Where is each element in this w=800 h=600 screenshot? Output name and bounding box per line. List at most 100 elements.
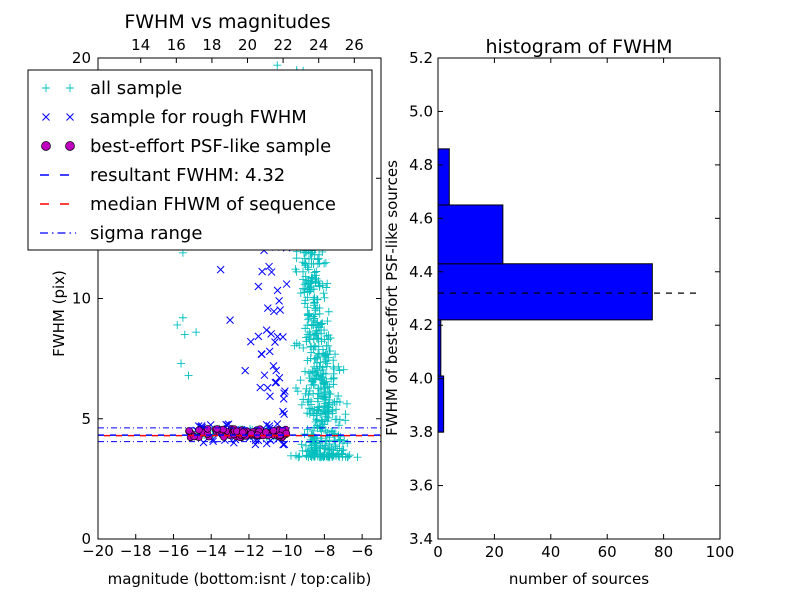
x-marker (42, 113, 50, 121)
plus-marker (332, 397, 341, 406)
plus-marker (314, 323, 323, 332)
plus-marker (325, 395, 334, 404)
top-x-tick-label: 24 (309, 36, 328, 54)
plus-marker (307, 348, 316, 357)
x-marker (281, 387, 289, 395)
plus-marker (313, 353, 322, 362)
plus-marker (315, 350, 324, 359)
x-tick-label: −18 (120, 542, 152, 560)
y-tick-label: 5.2 (409, 49, 433, 67)
plus-marker (304, 315, 313, 324)
plus-marker (314, 342, 323, 351)
plus-marker (319, 352, 328, 361)
plus-marker (299, 395, 308, 404)
y-tick-label: 3.4 (409, 530, 433, 548)
plus-marker (299, 343, 308, 352)
legend-entry: sample for rough FWHM (42, 107, 307, 128)
x-tick-label: −10 (271, 542, 303, 560)
histogram-bar (437, 375, 445, 433)
plus-marker (319, 289, 328, 298)
x-tick-label: 0 (433, 543, 443, 561)
plus-marker (328, 400, 337, 409)
y-tick-label: 5.0 (409, 102, 433, 120)
y-tick-label: 4.8 (409, 156, 433, 174)
x-marker (265, 347, 274, 356)
legend-label: best-effort PSF-like sample (90, 136, 331, 157)
x-marker (257, 350, 266, 359)
plus-marker (292, 451, 301, 460)
left-y-axis-label: FWHM (pix) (50, 270, 68, 357)
x-marker (263, 383, 272, 392)
plus-marker (353, 453, 362, 462)
x-marker (275, 373, 284, 382)
y-tick-label: 0 (81, 530, 91, 548)
x-marker (273, 332, 282, 341)
plus-marker (319, 369, 328, 378)
plus-marker (42, 84, 50, 92)
plus-marker (317, 416, 326, 425)
plus-marker (329, 430, 338, 439)
plus-marker (291, 384, 300, 393)
psf-sample-point (185, 427, 193, 435)
plus-marker (304, 314, 313, 323)
plus-marker (296, 289, 305, 298)
x-marker (254, 282, 263, 291)
legend-marker (65, 141, 75, 151)
left-x-axis-label: magnitude (bottom:isnt / top:calib) (108, 570, 372, 588)
plus-marker (309, 409, 318, 418)
x-marker (282, 280, 291, 288)
x-marker (275, 297, 283, 305)
plus-marker (326, 334, 335, 342)
plus-marker (345, 451, 354, 460)
plus-marker (318, 319, 327, 328)
x-marker (269, 361, 278, 370)
plus-marker (336, 432, 345, 441)
plus-marker (323, 317, 332, 326)
plus-marker (334, 391, 343, 400)
plus-marker (298, 446, 307, 455)
psf-sample-point (269, 426, 278, 435)
plus-marker (321, 384, 330, 393)
plus-marker (315, 362, 324, 371)
plus-marker (321, 436, 330, 445)
plus-marker (301, 324, 310, 333)
x-marker (246, 337, 255, 346)
plus-marker (320, 326, 329, 335)
plus-marker (320, 293, 329, 302)
plus-marker (312, 438, 321, 447)
plus-marker (311, 304, 320, 313)
legend-label: resultant FWHM: 4.32 (90, 165, 285, 186)
y-tick-label: 4.0 (409, 370, 433, 388)
plus-marker (311, 375, 320, 384)
plus-marker (294, 453, 303, 462)
x-marker (265, 262, 273, 271)
right-plot-frame (437, 57, 721, 540)
plus-marker (313, 255, 322, 264)
legend-entry: median FHWM of sequence (40, 194, 336, 215)
plus-marker (307, 430, 316, 439)
plus-marker (325, 382, 334, 391)
legend-label: all sample (90, 78, 182, 99)
plus-marker (304, 265, 313, 274)
plus-marker (305, 335, 314, 344)
x-marker (273, 286, 282, 295)
psf-sample-point (203, 425, 212, 433)
psf-sample-point (195, 426, 203, 434)
plus-marker (311, 342, 320, 351)
x-marker (272, 366, 281, 375)
plus-marker (306, 400, 315, 409)
plus-marker (329, 363, 338, 372)
plus-marker (325, 445, 334, 454)
plus-marker (331, 350, 340, 359)
top-x-tick-label: 14 (131, 36, 150, 54)
plus-marker (304, 395, 313, 404)
psf-sample-point (190, 432, 198, 441)
x-marker (199, 438, 208, 447)
x-marker (251, 440, 260, 449)
x-tick-label: −12 (233, 542, 265, 560)
x-tick-label: 40 (541, 543, 560, 561)
plus-marker (316, 421, 325, 430)
plus-marker (338, 452, 347, 461)
x-marker (279, 407, 287, 416)
plus-marker (309, 312, 318, 321)
